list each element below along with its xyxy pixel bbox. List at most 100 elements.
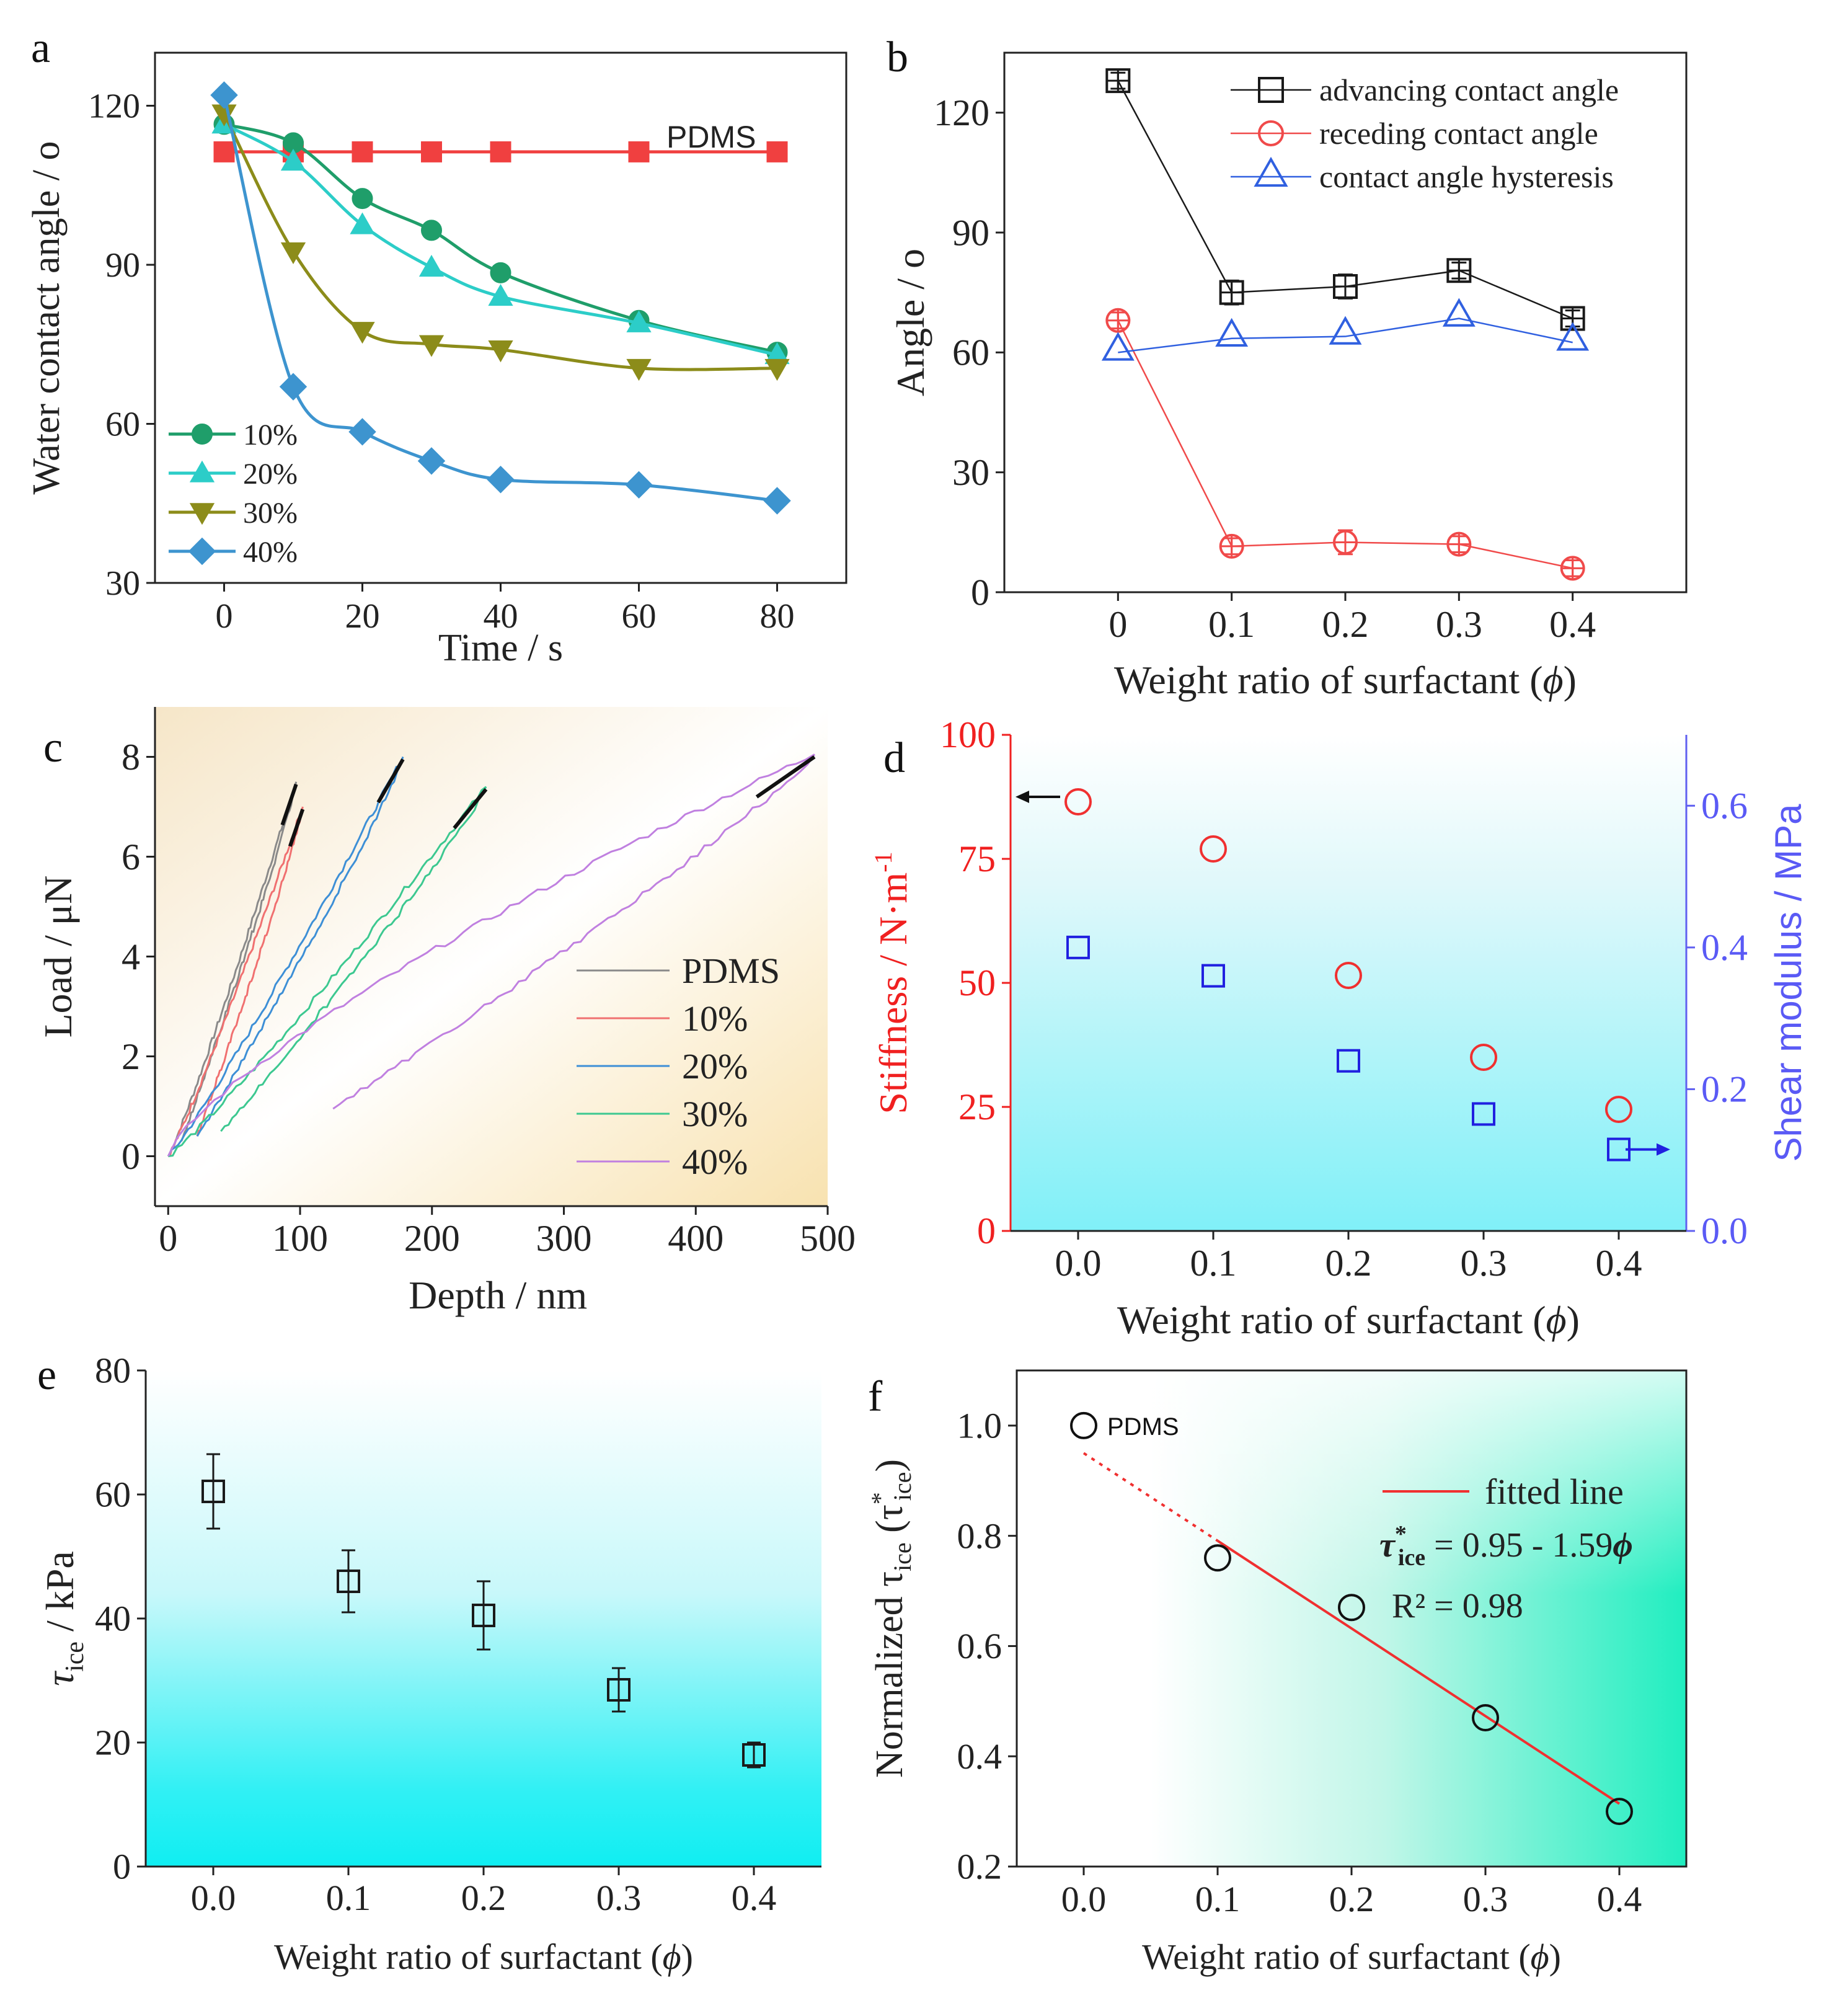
b-legend-label-2: contact angle hysteresis xyxy=(1319,159,1614,194)
a-point-30%-1 xyxy=(280,242,306,265)
x-axis-title-phi: ϕ xyxy=(1531,1937,1549,1977)
f-fit-line-dotted xyxy=(1082,1452,1219,1542)
b-point-2-1 xyxy=(1215,317,1249,347)
b-point-2-0 xyxy=(1101,332,1135,361)
d-y-right-axis-title: Shear modulus / MPa xyxy=(1768,804,1809,1162)
e-y-tick-1-label: 20 xyxy=(95,1723,131,1763)
a-point-PDMS-3 xyxy=(421,141,442,162)
d-x-tick-0-label: 0.0 xyxy=(1055,1243,1102,1284)
a-legend-marker-40% xyxy=(188,537,216,566)
d-stiffness-point-1 xyxy=(1200,835,1227,863)
f-eq-phi: ϕ xyxy=(1613,1526,1632,1565)
a-point-40%-2 xyxy=(348,418,376,446)
a-x-tick-1-label: 20 xyxy=(345,597,380,636)
e-point-3 xyxy=(607,1678,631,1702)
a-point-40%-5 xyxy=(625,471,653,499)
c-tangent-PDMS xyxy=(280,783,298,826)
x-axis-title: Weight ratio of surfactant (ϕ) xyxy=(1142,1937,1561,1977)
d-yr-tick-0-label: 0.0 xyxy=(1701,1210,1748,1251)
panel-label: e xyxy=(37,1351,56,1399)
c-x-tick-1-label: 100 xyxy=(272,1218,328,1259)
c-curve-30% xyxy=(168,786,487,1157)
d-y-left-title-main: Stiffness / N·m xyxy=(871,873,915,1114)
a-y-axis-title: Water contact angle / o xyxy=(25,141,68,495)
e-y-tick-4-label: 80 xyxy=(95,1351,131,1391)
b-legend-label-1: receding contact angle xyxy=(1319,116,1598,151)
a-y-tick-0-label: 30 xyxy=(105,564,140,603)
e-x-tick-1-label: 0.1 xyxy=(326,1878,371,1918)
d-yl-tick-0-label: 0 xyxy=(977,1210,996,1251)
c-y-tick-3-label: 6 xyxy=(122,837,140,877)
b-series-line-2 xyxy=(1118,317,1573,353)
d-stiffness-point-2 xyxy=(1335,962,1362,989)
c-curve-20% xyxy=(167,756,404,1157)
f-y-title-sub2: ice xyxy=(888,1472,916,1501)
f-r-squared: R² = 0.98 xyxy=(1392,1587,1523,1625)
b-y-tick-2-label: 60 xyxy=(952,332,989,373)
panel-label: b xyxy=(887,33,908,81)
a-annotation-pdms: PDMS xyxy=(666,120,756,154)
d-stiffness-point-4 xyxy=(1605,1096,1632,1123)
d-left-arrow-head xyxy=(1016,791,1029,803)
f-legend-label: fitted line xyxy=(1485,1472,1624,1512)
b-legend-marker-0 xyxy=(1258,77,1284,103)
d-shear-point-3 xyxy=(1472,1102,1495,1126)
e-x-tick-4-label: 0.4 xyxy=(732,1878,777,1918)
b-x-tick-2-label: 0.2 xyxy=(1322,604,1369,645)
a-point-20%-4 xyxy=(488,283,513,306)
x-axis-title: Weight ratio of surfactant (ϕ) xyxy=(274,1937,693,1977)
c-legend-label-20%: 20% xyxy=(682,1046,748,1086)
b-point-2-4 xyxy=(1556,322,1590,351)
d-yl-tick-2-label: 50 xyxy=(958,962,996,1003)
e-point-1 xyxy=(337,1570,360,1593)
e-point-4 xyxy=(742,1743,766,1767)
a-legend-label-30%: 30% xyxy=(243,497,298,530)
panel-e: 0.0 0.1 0.2 0.3 0.4 0 20 40 60 80 e Weight ratio of… xyxy=(37,1351,821,1977)
f-y-tick-3-label: 0.8 xyxy=(957,1516,1002,1556)
f-eq-rhs: = 0.95 - 1.59 xyxy=(1425,1526,1613,1565)
b-x-tick-1-label: 0.1 xyxy=(1208,604,1255,645)
b-y-tick-1-label: 30 xyxy=(952,452,989,493)
c-y-tick-2-label: 4 xyxy=(122,936,140,977)
e-x-tick-3-label: 0.3 xyxy=(596,1878,642,1918)
b-legend-label-0: advancing contact angle xyxy=(1319,73,1619,107)
c-x-tick-2-label: 200 xyxy=(404,1218,460,1259)
f-x-tick-0-label: 0.0 xyxy=(1061,1879,1107,1919)
c-tangent-40% xyxy=(755,755,816,799)
d-x-tick-3-label: 0.3 xyxy=(1461,1243,1507,1284)
f-point-2 xyxy=(1338,1594,1365,1622)
b-point-2-2 xyxy=(1329,316,1362,345)
x-axis-title-phi: ϕ xyxy=(1546,1298,1567,1342)
f-x-tick-4-label: 0.4 xyxy=(1597,1879,1642,1919)
panel-b: 0 0.1 0.2 0.3 0.4 0 30 60 90 120 b Weight ratio of … xyxy=(887,33,1688,702)
f-y-title-main: Normalized τ xyxy=(869,1571,911,1778)
f-equation: τ* ice = 0.95 - 1.59ϕ xyxy=(1379,1521,1633,1571)
f-eq-star: * xyxy=(1395,1521,1407,1547)
b-legend-marker-2 xyxy=(1254,156,1288,187)
f-y-tick-1-label: 0.4 xyxy=(957,1736,1002,1777)
e-y-tick-2-label: 40 xyxy=(95,1599,131,1639)
c-curve-40% xyxy=(167,753,815,1157)
a-x-tick-2-label: 40 xyxy=(484,597,518,636)
f-point-1 xyxy=(1204,1544,1231,1572)
a-point-PDMS-6 xyxy=(766,141,788,162)
panel-d: 0.0 0.1 0.2 0.3 0.4 0 25 50 75 100 0.0 0.2 0.4 0.6 d We… xyxy=(869,714,1809,1342)
f-point-3 xyxy=(1472,1704,1499,1731)
b-x-tick-4-label: 0.4 xyxy=(1549,604,1596,645)
c-tangent-30% xyxy=(453,788,488,830)
d-yr-tick-1-label: 0.2 xyxy=(1701,1068,1748,1109)
x-axis-title-text: Weight ratio of surfactant ( xyxy=(274,1937,663,1977)
e-y-axis-title: τice / kPa xyxy=(38,1551,89,1686)
f-y-tick-0-label: 0.2 xyxy=(957,1847,1002,1887)
d-yr-tick-3-label: 0.6 xyxy=(1701,785,1748,826)
x-axis-title-close: ) xyxy=(1564,658,1577,702)
a-point-PDMS-5 xyxy=(628,141,650,162)
a-point-40%-1 xyxy=(279,373,308,401)
a-legend-label-40%: 40% xyxy=(243,536,298,569)
d-y-left-title-sup: -1 xyxy=(869,851,897,872)
panel-c: 0 100 200 300 400 500 0 2 4 6 8 c Depth / nm Load / μ… xyxy=(36,707,856,1317)
d-y-left-axis-title: Stiffness / N·m-1 xyxy=(869,851,915,1114)
d-plot-background xyxy=(1011,735,1686,1231)
b-y-tick-3-label: 90 xyxy=(952,212,989,253)
